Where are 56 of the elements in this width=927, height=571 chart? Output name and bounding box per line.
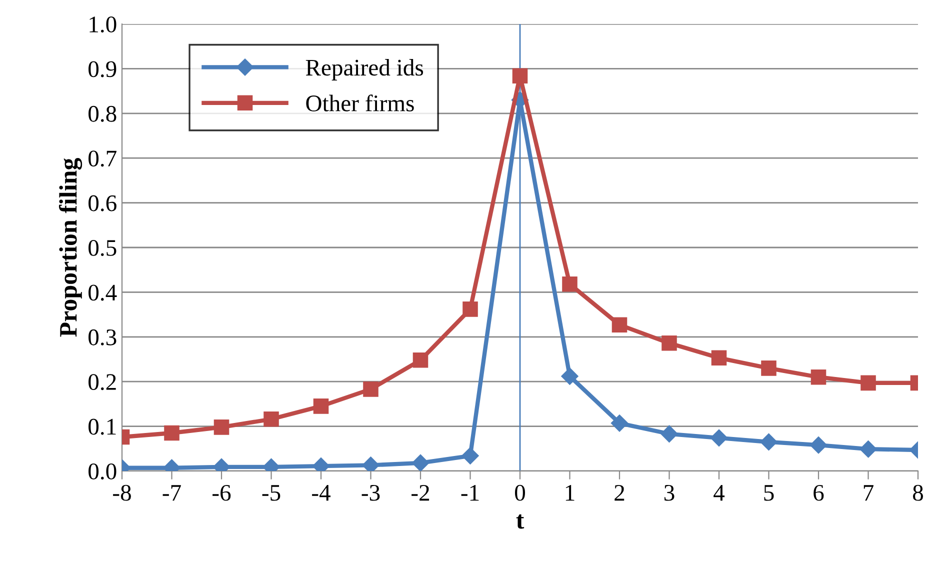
x-tick-label: 7 [864, 485, 874, 501]
point [412, 454, 430, 471]
point [761, 360, 776, 376]
point [860, 375, 876, 391]
y-tick-label: 0.7 [88, 150, 116, 167]
point [164, 425, 180, 441]
x-tick-label: -7 [162, 485, 181, 501]
x-tick-label: 4 [714, 485, 725, 501]
point [214, 420, 230, 435]
point [561, 368, 578, 385]
y-tick-label: 0.6 [88, 195, 116, 212]
x-tick-label: 1 [566, 484, 574, 501]
point [610, 414, 628, 432]
x-tick-label: 5 [764, 485, 774, 501]
legend-label: Repaired ids [306, 59, 424, 80]
point [660, 425, 678, 442]
point [810, 369, 826, 385]
y-tick-label: 0.3 [88, 329, 116, 346]
x-tick-label: 8 [912, 484, 924, 501]
x-tick-label: 0 [514, 484, 526, 501]
point [710, 429, 728, 446]
y-tick-label: 0.4 [88, 284, 117, 301]
y-tick-label: 0.9 [88, 61, 116, 78]
x-tick-label: -2 [412, 484, 430, 501]
x-tick-label: -3 [362, 484, 380, 501]
x-tick-label: -1 [461, 484, 479, 501]
y-tick-label: 0.5 [88, 240, 116, 256]
y-tick-label: 1.0 [90, 16, 116, 33]
point [512, 68, 528, 84]
point [860, 440, 877, 458]
point [462, 447, 479, 464]
y-tick-label: 0.8 [88, 106, 116, 122]
point [412, 352, 428, 368]
point [363, 382, 378, 397]
point [612, 317, 628, 332]
x-tick-label: 2 [614, 484, 624, 501]
point [264, 412, 279, 427]
x-tick-label: -8 [113, 484, 131, 501]
point [562, 276, 578, 292]
point [711, 350, 727, 366]
legend-label: Other firms [306, 94, 414, 112]
x-tick-label: 3 [664, 484, 674, 501]
point [810, 436, 828, 454]
point [662, 336, 677, 351]
y-tick-label: 0.2 [88, 374, 116, 390]
x-tick-label: -5 [262, 485, 280, 501]
y-tick-label: 0.1 [88, 418, 116, 435]
x-tick-label: 6 [814, 484, 824, 501]
point [760, 433, 778, 450]
x-tick-label: -6 [212, 484, 231, 501]
point [462, 302, 478, 317]
y-axis-title: Proportion filing [58, 158, 82, 337]
x-tick-label: -4 [312, 485, 330, 501]
y-tick-label: 0.0 [88, 463, 116, 480]
x-axis-title: t [516, 514, 524, 529]
point [313, 398, 329, 414]
